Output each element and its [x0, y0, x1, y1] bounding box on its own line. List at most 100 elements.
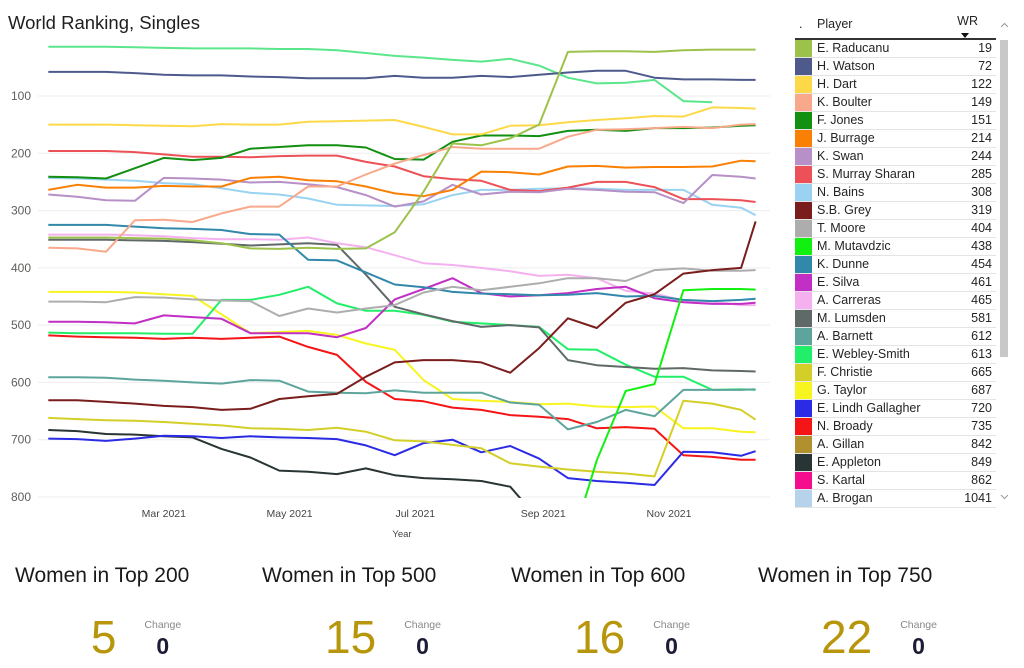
legend-row[interactable]: K. Swan 244 — [795, 148, 996, 166]
legend-row[interactable]: E. Appleton 849 — [795, 454, 996, 472]
legend-row[interactable]: E. Lindh Gallagher 720 — [795, 400, 996, 418]
legend-color-swatch — [795, 490, 812, 507]
legend-row[interactable]: M. Mutavdzic 438 — [795, 238, 996, 256]
legend-world-ranking: 862 — [971, 473, 992, 487]
legend-world-ranking: 149 — [971, 95, 992, 109]
x-tick-label: May 2021 — [267, 508, 313, 520]
legend-row[interactable]: E. Raducanu 19 — [795, 40, 996, 58]
series-line-s-murray-sharan[interactable] — [48, 150, 756, 203]
kpi-card-top-200: Women in Top 200 5 Change 0 — [0, 555, 272, 668]
legend-world-ranking: 244 — [971, 149, 992, 163]
legend-world-ranking: 720 — [971, 401, 992, 415]
legend-row[interactable]: S. Murray Sharan 285 — [795, 166, 996, 184]
series-line-a-barnett[interactable] — [48, 376, 756, 431]
header-color-column[interactable]: . — [799, 17, 803, 31]
legend-row[interactable]: J. Burrage 214 — [795, 130, 996, 148]
legend-color-swatch — [795, 58, 812, 75]
sort-descending-icon[interactable] — [961, 33, 969, 38]
series-line-j-burrage[interactable] — [48, 159, 756, 198]
legend-player-name: S.B. Grey — [817, 203, 872, 217]
legend-row[interactable]: S. Kartal 862 — [795, 472, 996, 490]
legend-color-swatch — [795, 346, 812, 363]
kpi-card-top-750: Women in Top 750 22 Change 0 — [743, 555, 1015, 668]
kpi-value: 22 — [821, 611, 873, 663]
series-line-h-dart[interactable] — [48, 106, 756, 136]
legend-row[interactable]: M. Lumsden 581 — [795, 310, 996, 328]
legend-header: . Player WR — [795, 12, 996, 40]
series-line-k-boulter[interactable] — [48, 123, 756, 253]
series-line-e-raducanu[interactable] — [48, 48, 756, 250]
series-line-m-mutavdzic[interactable] — [568, 288, 756, 545]
chevron-down-icon[interactable] — [1000, 494, 1009, 500]
legend-row[interactable]: E. Webley-Smith 613 — [795, 346, 996, 364]
legend-player-name: N. Broady — [817, 419, 873, 433]
series-line-f-christie[interactable] — [48, 399, 757, 478]
legend-row[interactable]: A. Carreras 465 — [795, 292, 996, 310]
legend-player-name: K. Swan — [817, 149, 864, 163]
y-tick-label: 600 — [11, 375, 31, 389]
legend-world-ranking: 214 — [971, 131, 992, 145]
legend-row[interactable]: A. Gillan 842 — [795, 436, 996, 454]
legend-color-swatch — [795, 130, 812, 147]
header-player-column[interactable]: Player — [817, 17, 853, 31]
legend-row[interactable]: N. Bains 308 — [795, 184, 996, 202]
legend-color-swatch — [795, 148, 812, 165]
legend-color-swatch — [795, 274, 812, 291]
scrollbar-thumb[interactable] — [1000, 40, 1008, 357]
series-line-h-watson[interactable] — [48, 69, 756, 81]
series-line-a-carreras[interactable] — [48, 233, 756, 307]
legend-row[interactable]: K. Boulter 149 — [795, 94, 996, 112]
legend-player-name: S. Murray Sharan — [817, 167, 915, 181]
kpi-values: 15 Change 0 — [247, 614, 519, 660]
legend-row[interactable]: H. Dart 122 — [795, 76, 996, 94]
player-legend-table: . Player WR E. Raducanu 19 H. Watson 72 H. D… — [795, 12, 996, 508]
series-line-k-swan[interactable] — [48, 174, 756, 208]
series-line-e-webley-smith[interactable] — [48, 285, 756, 391]
legend-player-name: M. Lumsden — [817, 311, 886, 325]
series-line-unlisted[interactable] — [48, 45, 713, 104]
header-wr-column[interactable]: WR — [957, 14, 978, 28]
series-line-n-bains[interactable] — [48, 176, 757, 216]
kpi-title: Women in Top 500 — [262, 564, 437, 587]
legend-rows: E. Raducanu 19 H. Watson 72 H. Dart 122 K. Bou… — [795, 40, 996, 508]
legend-row[interactable]: F. Christie 665 — [795, 364, 996, 382]
legend-row[interactable]: H. Watson 72 — [795, 58, 996, 76]
chevron-up-icon[interactable] — [1000, 22, 1009, 28]
legend-row[interactable]: T. Moore 404 — [795, 220, 996, 238]
change-value: 0 — [416, 633, 429, 659]
kpi-value: 16 — [574, 611, 626, 663]
legend-row[interactable]: A. Barnett 612 — [795, 328, 996, 346]
series-line-t-moore[interactable] — [48, 267, 756, 317]
series-line-n-broady[interactable] — [48, 334, 756, 461]
change-label: Change — [404, 619, 441, 631]
legend-color-swatch — [795, 310, 812, 327]
series-line-e-lindh-gallagher[interactable] — [48, 434, 756, 486]
legend-player-name: E. Appleton — [817, 455, 881, 469]
legend-scrollbar[interactable] — [998, 14, 1011, 510]
legend-row[interactable]: G. Taylor 687 — [795, 382, 996, 400]
legend-player-name: S. Kartal — [817, 473, 865, 487]
series-line-g-taylor[interactable] — [48, 290, 756, 434]
legend-color-swatch — [795, 256, 812, 273]
series-line-s-b-grey[interactable] — [48, 221, 757, 411]
legend-color-swatch — [795, 94, 812, 111]
legend-world-ranking: 1041 — [964, 491, 992, 505]
series-line-m-lumsden[interactable] — [48, 238, 756, 373]
legend-row[interactable]: F. Jones 151 — [795, 112, 996, 130]
series-line-f-jones[interactable] — [48, 124, 756, 180]
y-tick-label: 100 — [11, 89, 31, 103]
legend-player-name: H. Watson — [817, 59, 875, 73]
legend-row[interactable]: A. Brogan 1041 — [795, 490, 996, 508]
x-tick-label: Sep 2021 — [521, 508, 566, 520]
y-axis: 100 200 300 400 500 600 700 800 — [11, 89, 31, 504]
legend-row[interactable]: E. Silva 461 — [795, 274, 996, 292]
legend-row[interactable]: N. Broady 735 — [795, 418, 996, 436]
legend-world-ranking: 122 — [971, 77, 992, 91]
legend-world-ranking: 285 — [971, 167, 992, 181]
x-tick-label: Jul 2021 — [395, 508, 435, 520]
gridlines — [38, 95, 770, 498]
legend-row[interactable]: K. Dunne 454 — [795, 256, 996, 274]
kpi-change: Change 0 — [653, 619, 690, 658]
legend-row[interactable]: S.B. Grey 319 — [795, 202, 996, 220]
ranking-line-chart: 100 200 300 400 500 600 700 800 Mar 2021 May 202… — [11, 45, 770, 545]
